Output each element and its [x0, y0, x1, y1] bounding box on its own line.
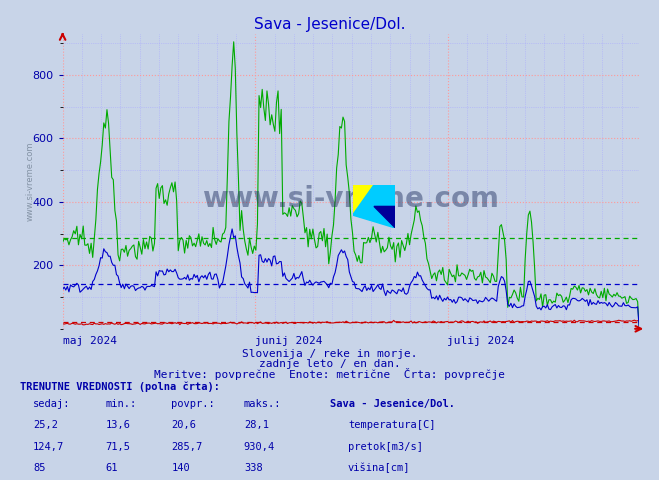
Text: sedaj:: sedaj: — [33, 399, 71, 409]
Text: 338: 338 — [244, 463, 262, 473]
Text: 124,7: 124,7 — [33, 442, 64, 452]
Text: povpr.:: povpr.: — [171, 399, 215, 409]
Text: 85: 85 — [33, 463, 45, 473]
Text: 20,6: 20,6 — [171, 420, 196, 431]
Polygon shape — [353, 185, 395, 228]
Text: Sava - Jesenice/Dol.: Sava - Jesenice/Dol. — [330, 399, 455, 409]
Text: 28,1: 28,1 — [244, 420, 269, 431]
Text: maj 2024: maj 2024 — [63, 336, 117, 346]
Text: 285,7: 285,7 — [171, 442, 202, 452]
Text: 13,6: 13,6 — [105, 420, 130, 431]
Text: maks.:: maks.: — [244, 399, 281, 409]
Polygon shape — [353, 185, 374, 215]
Text: zadnje leto / en dan.: zadnje leto / en dan. — [258, 359, 401, 369]
Text: julij 2024: julij 2024 — [447, 336, 515, 346]
Text: 930,4: 930,4 — [244, 442, 275, 452]
Text: 140: 140 — [171, 463, 190, 473]
Text: Meritve: povprečne  Enote: metrične  Črta: povprečje: Meritve: povprečne Enote: metrične Črta:… — [154, 368, 505, 380]
Text: temperatura[C]: temperatura[C] — [348, 420, 436, 431]
Text: pretok[m3/s]: pretok[m3/s] — [348, 442, 423, 452]
Text: višina[cm]: višina[cm] — [348, 463, 411, 473]
Text: 71,5: 71,5 — [105, 442, 130, 452]
Polygon shape — [374, 206, 395, 228]
Text: www.si-vreme.com: www.si-vreme.com — [25, 142, 34, 221]
Text: TRENUTNE VREDNOSTI (polna črta):: TRENUTNE VREDNOSTI (polna črta): — [20, 382, 219, 392]
Text: 25,2: 25,2 — [33, 420, 58, 431]
Text: min.:: min.: — [105, 399, 136, 409]
Text: Sava - Jesenice/Dol.: Sava - Jesenice/Dol. — [254, 17, 405, 32]
Text: Slovenija / reke in morje.: Slovenija / reke in morje. — [242, 349, 417, 360]
Text: 61: 61 — [105, 463, 118, 473]
Text: junij 2024: junij 2024 — [255, 336, 322, 346]
Text: www.si-vreme.com: www.si-vreme.com — [202, 185, 500, 213]
